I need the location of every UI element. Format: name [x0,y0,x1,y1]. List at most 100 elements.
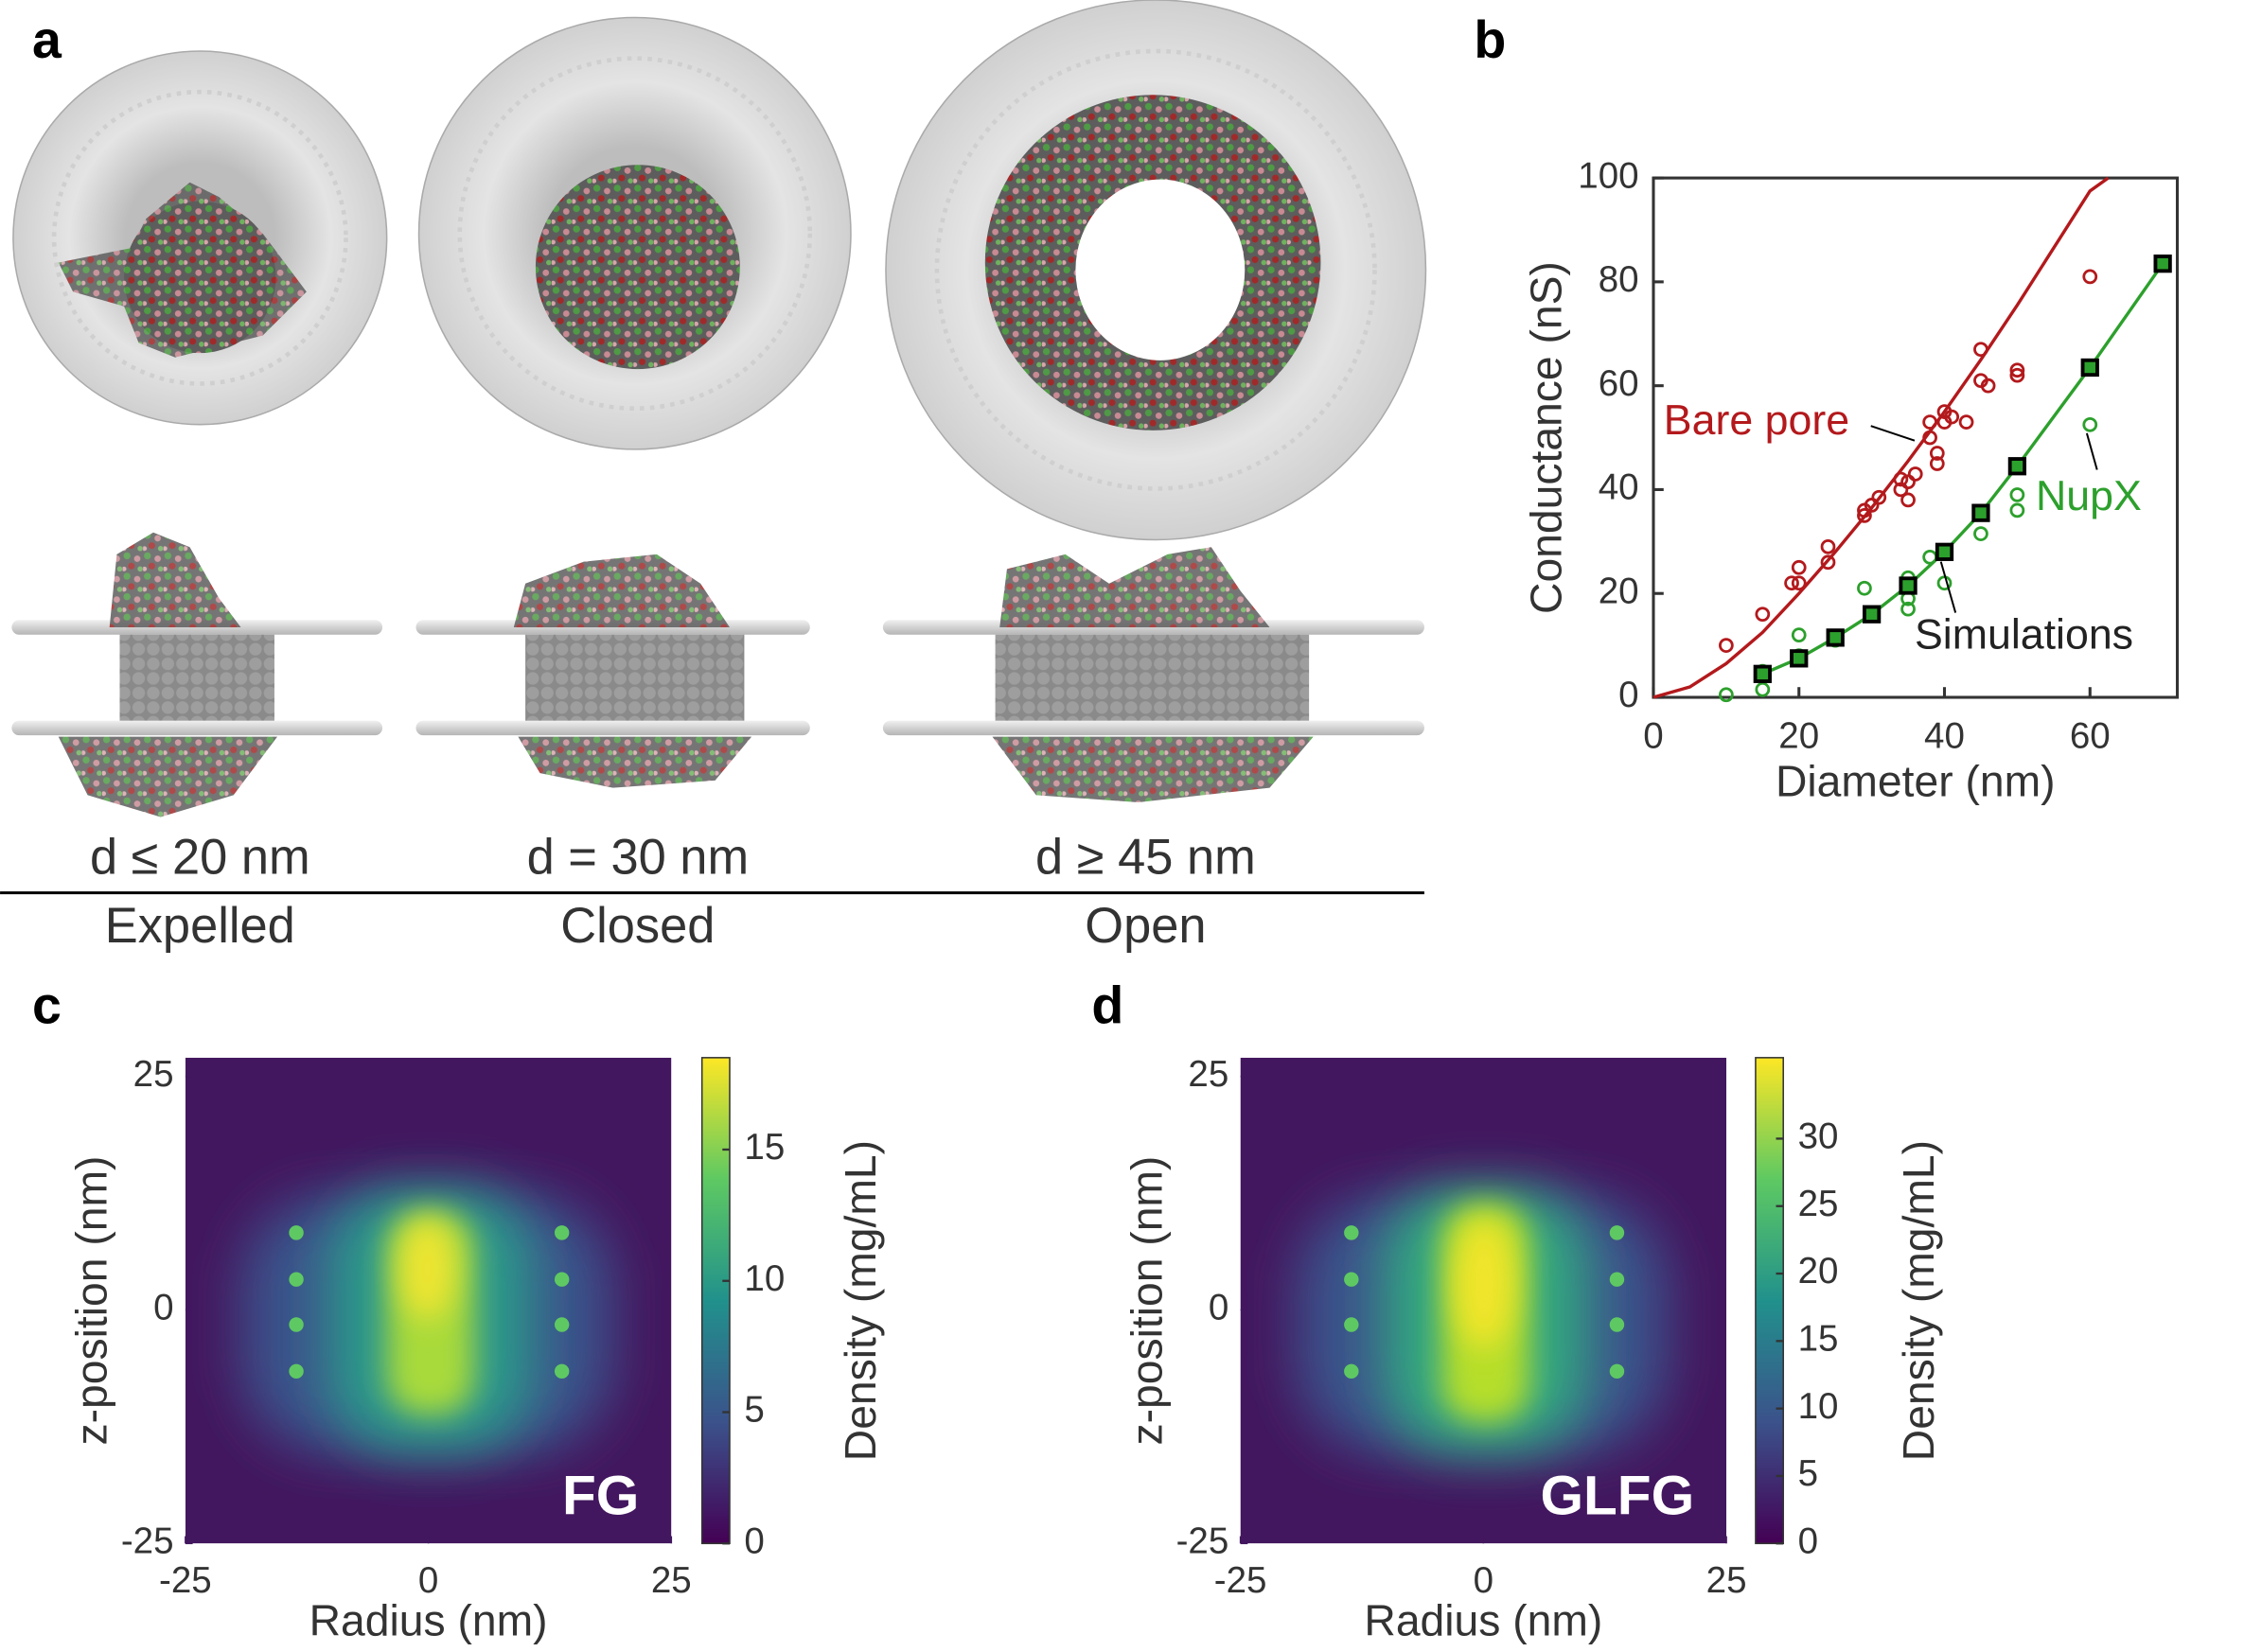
marker [1826,628,1845,647]
marker [1862,605,1882,624]
marker [1922,430,1937,446]
x-tick-label: -25 [159,1560,212,1601]
colorbar-tick-label: 10 [744,1258,785,1299]
marker [1755,681,1771,697]
colorbar-tick-label: 0 [744,1520,764,1561]
y-tick-label: 40 [1599,467,1639,508]
colorbar [1755,1057,1784,1545]
colorbar-tick-label: 5 [1798,1453,1818,1494]
annotation-leader [2085,432,2098,470]
marker [1864,498,1880,513]
marker [2082,269,2098,285]
panel-letter: a [32,10,62,69]
y-axis-label: Conductance (nS) [1522,261,1571,614]
annotation-leader [1870,425,1916,442]
heatmap-label: GLFG [1540,1466,1694,1527]
annotation-leader [1939,561,1957,613]
marker [1753,664,1772,683]
marker [1755,606,1771,623]
colorbar-tick-label: 10 [1798,1386,1839,1427]
marker [2007,457,2027,476]
pore-state: Expelled [105,899,295,954]
marker [1973,342,1988,358]
x-tick-label: 0 [1474,1560,1493,1601]
x-tick-label: 40 [1924,715,1965,756]
y-tick-label: 0 [1618,675,1638,715]
marker [1900,492,1916,508]
y-tick-label: 25 [1188,1054,1228,1095]
marker [2009,487,2025,502]
pore-diameter: d ≤ 20 nm [90,831,310,886]
marker [2082,416,2098,432]
y-tick-label: 0 [1209,1288,1228,1328]
panel-letter: b [1474,10,1506,69]
marker [1929,456,1945,471]
plot-frame [1652,176,2180,699]
marker [2009,367,2025,383]
y-tick-label: 0 [153,1288,173,1328]
pore-state: Open [1085,899,1206,954]
marker [1900,601,1916,617]
colorbar-label: Density (mg/mL) [836,1140,885,1461]
pore-state: Closed [560,899,715,954]
x-tick-label: -25 [1214,1560,1267,1601]
y-tick-label: 80 [1599,259,1639,300]
marker [1820,538,1836,554]
marker [1857,580,1872,596]
marker [2009,362,2025,378]
series-label: Bare pore [1664,397,1849,444]
x-tick-label: 0 [1643,715,1663,756]
series-label: NupX [2036,473,2142,519]
pore-top-views [12,0,1427,541]
marker [1719,687,1734,703]
marker [2080,358,2099,378]
colorbar-tick-label: 30 [1798,1116,1839,1157]
y-axis-label: z-position (nm) [1122,1156,1171,1446]
marker [1871,489,1887,505]
pore-side-views [11,532,1424,817]
y-tick-label: 100 [1578,155,1638,196]
x-axis-label: Diameter (nm) [1776,757,2056,806]
marker [1719,638,1734,653]
colorbar [700,1057,731,1545]
marker [2009,502,2025,518]
x-tick-label: 0 [418,1560,438,1601]
colorbar-tick-label: 5 [744,1390,764,1431]
y-axis-label: z-position (nm) [66,1156,115,1446]
marker [1899,576,1917,595]
marker [1784,575,1799,591]
marker [1958,414,1974,430]
colorbar-tick-label: 15 [1798,1319,1839,1360]
y-tick-label: 25 [133,1054,174,1095]
x-axis-label: Radius (nm) [1364,1595,1602,1644]
series-line [1761,262,2165,676]
marker [1929,446,1945,461]
marker [1907,466,1923,482]
marker [1980,378,1996,394]
y-tick-label: 60 [1599,363,1639,404]
x-tick-label: 20 [1778,715,1819,756]
panel-letter: c [32,976,62,1035]
pore-diameter: d = 30 nm [527,831,750,886]
colorbar-tick-label: 20 [1798,1251,1839,1292]
heatmap-image [185,1057,672,1544]
series-label: Simulations [1915,612,2133,659]
pore-diameter: d ≥ 45 nm [1035,831,1256,886]
marker [1944,409,1960,425]
marker [1820,554,1836,571]
marker [1893,471,1909,487]
panel-letter: d [1091,976,1123,1035]
heatmap-image [1240,1057,1727,1544]
marker [1857,508,1872,523]
marker [1791,575,1807,591]
colorbar-tick-label: 0 [1798,1520,1818,1561]
heatmap-label: FG [562,1466,639,1527]
marker [1922,414,1937,430]
marker [1791,627,1807,643]
x-tick-label: 25 [651,1560,692,1601]
marker [1791,559,1807,575]
y-tick-label: -25 [121,1520,174,1561]
x-axis-label: Radius (nm) [309,1595,548,1644]
